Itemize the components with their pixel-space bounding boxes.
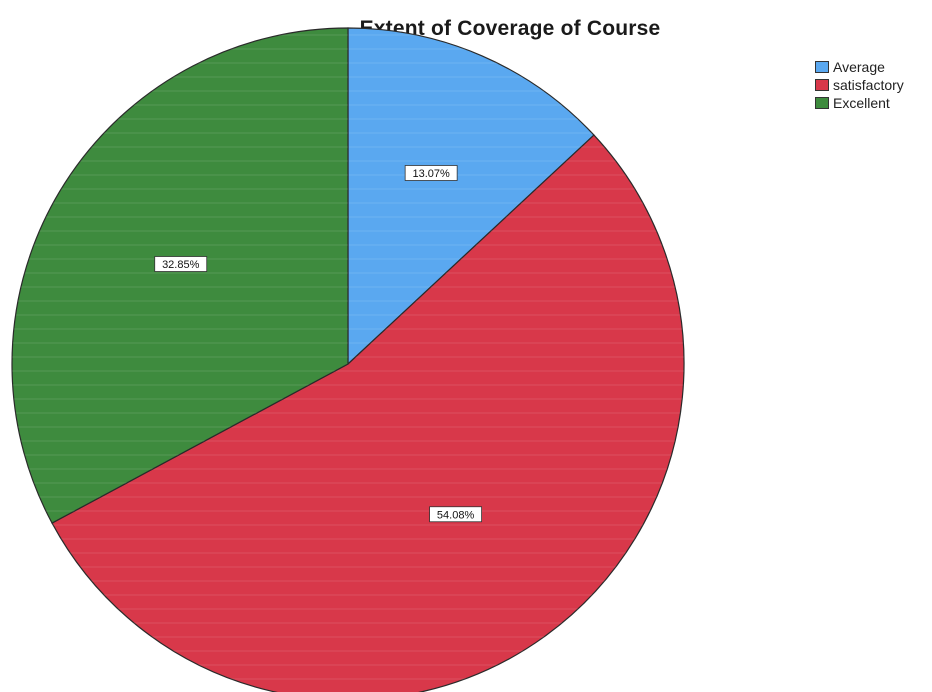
pie-data-labels: 13.07% 54.08% 32.85% — [154, 165, 482, 523]
pie-slice-excellent — [11, 27, 349, 524]
legend-label-excellent: Excellent — [833, 94, 890, 111]
svg-text:13.07%: 13.07% — [412, 168, 450, 180]
data-label-excellent: 32.85% — [154, 256, 208, 272]
legend-label-average: Average — [833, 58, 885, 75]
legend-item-excellent: Excellent — [815, 94, 904, 112]
legend-swatch-excellent — [815, 97, 829, 109]
legend-label-satisfactory: satisfactory — [833, 76, 904, 93]
legend-swatch-average — [815, 61, 829, 73]
pie-slice-satisfactory — [51, 134, 685, 692]
svg-text:32.85%: 32.85% — [162, 259, 200, 271]
chart-title: Extent of Coverage of Course — [359, 17, 661, 40]
pie-slices — [11, 27, 685, 692]
chart-legend: Average satisfactory Excellent — [815, 58, 904, 112]
data-label-average: 13.07% — [404, 165, 458, 181]
legend-item-average: Average — [815, 58, 904, 76]
pie-slice-average — [347, 27, 595, 366]
svg-text:54.08%: 54.08% — [437, 509, 475, 521]
data-label-satisfactory: 54.08% — [429, 506, 482, 523]
legend-swatch-satisfactory — [815, 79, 829, 91]
legend-item-satisfactory: satisfactory — [815, 76, 904, 94]
